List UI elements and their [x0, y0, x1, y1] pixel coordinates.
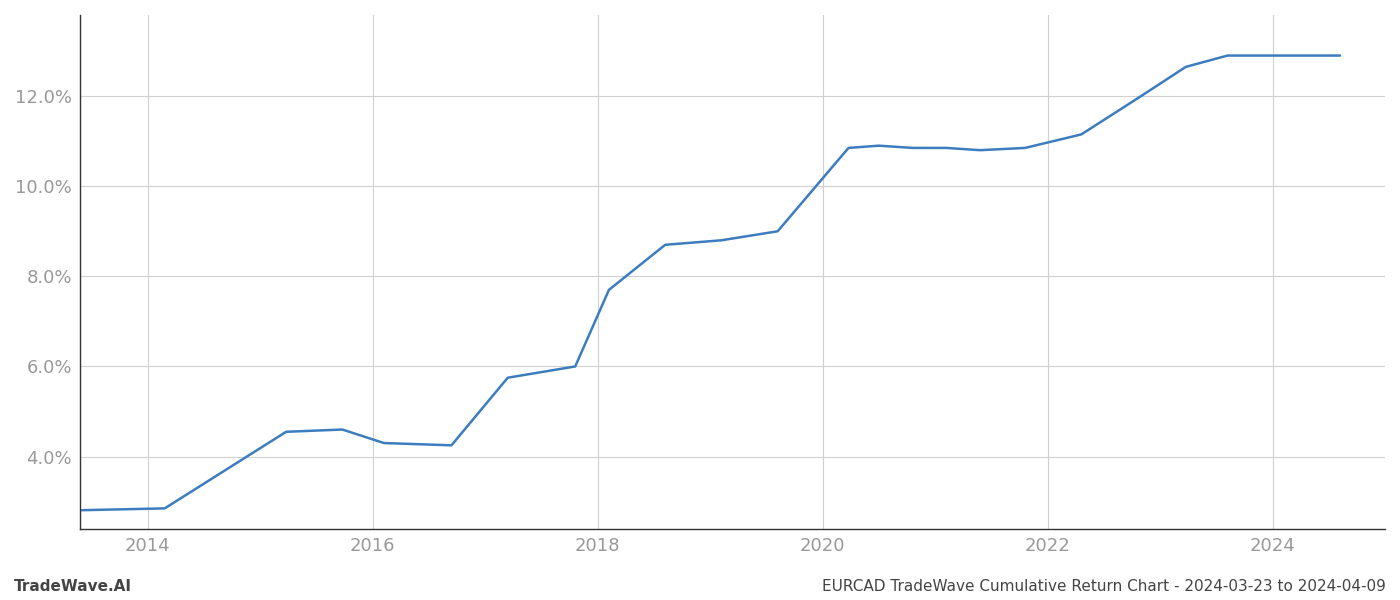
- Text: TradeWave.AI: TradeWave.AI: [14, 579, 132, 594]
- Text: EURCAD TradeWave Cumulative Return Chart - 2024-03-23 to 2024-04-09: EURCAD TradeWave Cumulative Return Chart…: [822, 579, 1386, 594]
